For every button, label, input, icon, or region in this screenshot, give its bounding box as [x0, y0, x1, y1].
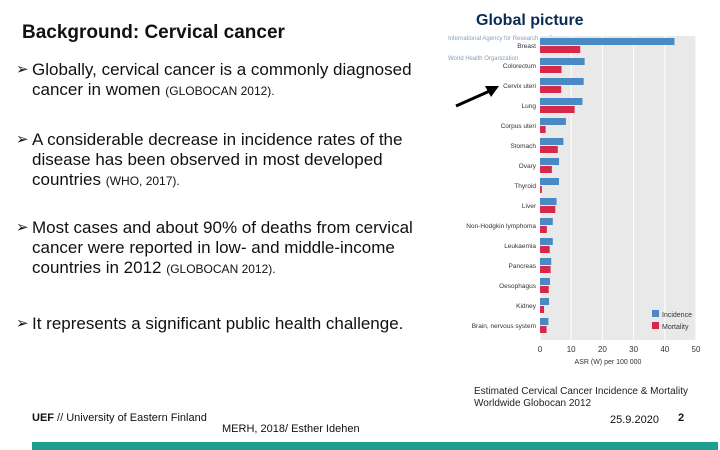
category-label: Brain, nervous system	[472, 323, 536, 330]
arrow-bullet-icon: ➢	[16, 131, 29, 148]
incidence-bar	[540, 158, 560, 165]
legend-label: Mortality	[662, 324, 689, 331]
incidence-bar	[540, 258, 552, 265]
incidence-bar	[540, 138, 564, 145]
legend-swatch	[652, 310, 659, 317]
mortality-bar	[540, 186, 542, 193]
bullet-citation: (WHO, 2017).	[105, 174, 180, 188]
bullet-item-3: ➢ Most cases and about 90% of deaths fro…	[16, 218, 446, 279]
mortality-bar	[540, 326, 547, 333]
x-tick-label: 40	[660, 345, 669, 354]
footer-org-bold: UEF	[32, 412, 54, 424]
incidence-bar	[540, 178, 560, 185]
bullet-text: It represents a significant public healt…	[32, 314, 404, 333]
category-label: Non-Hodgkin lymphoma	[466, 223, 536, 230]
legend-label: Incidence	[662, 312, 692, 319]
bullet-citation: (GLOBOCAN 2012).	[165, 84, 275, 98]
x-tick-label: 0	[538, 345, 543, 354]
mortality-bar	[540, 226, 547, 233]
legend-swatch	[652, 322, 659, 329]
x-tick-label: 10	[567, 345, 576, 354]
category-label: Stomach	[510, 143, 536, 150]
category-label: Corpus uteri	[501, 123, 536, 130]
category-label: Ovary	[519, 163, 537, 170]
chart-svg: International Agency for Research on Can…	[448, 36, 701, 366]
footer-author: MERH, 2018/ Esther Idehen	[222, 423, 360, 435]
category-label: Colorectum	[503, 63, 536, 70]
cancer-bar-chart: International Agency for Research on Can…	[446, 30, 720, 370]
bullet-item-2: ➢ A considerable decrease in incidence r…	[16, 130, 446, 191]
caption-line-1: Estimated Cervical Cancer Incidence & Mo…	[474, 386, 688, 397]
footer-org-text: // University of Eastern Finland	[54, 412, 207, 424]
arrow-bullet-icon: ➢	[16, 61, 29, 78]
category-label: Pancreas	[509, 263, 537, 270]
incidence-bar	[540, 198, 557, 205]
mortality-bar	[540, 66, 562, 73]
mortality-bar	[540, 246, 550, 253]
chart-org-text: World Health Organization	[448, 56, 518, 62]
mortality-bar	[540, 86, 562, 93]
category-label: Lung	[522, 103, 537, 110]
incidence-bar	[540, 38, 675, 45]
bullet-text: Most cases and about 90% of deaths from …	[32, 218, 413, 277]
incidence-bar	[540, 238, 553, 245]
mortality-bar	[540, 146, 558, 153]
bullet-text: A considerable decrease in incidence rat…	[32, 130, 403, 189]
incidence-bar	[540, 118, 566, 125]
bullet-item-1: ➢ Globally, cervical cancer is a commonl…	[16, 60, 446, 101]
category-label: Cervix uteri	[503, 83, 536, 90]
footer-page-number: 2	[678, 412, 685, 424]
bullet-text: Globally, cervical cancer is a commonly …	[32, 60, 412, 99]
chart-caption: Estimated Cervical Cancer Incidence & Mo…	[474, 386, 714, 410]
mortality-bar	[540, 286, 549, 293]
incidence-bar	[540, 278, 550, 285]
category-label: Kidney	[516, 303, 537, 310]
x-tick-label: 20	[598, 345, 607, 354]
plot-background	[540, 36, 696, 340]
category-label: Thyroid	[514, 183, 536, 190]
mortality-bar	[540, 106, 575, 113]
incidence-bar	[540, 78, 584, 85]
chart-heading: Global picture	[476, 12, 584, 29]
arrow-bullet-icon: ➢	[16, 219, 29, 236]
bullet-item-4: ➢ It represents a significant public hea…	[16, 314, 446, 334]
mortality-bar	[540, 306, 545, 313]
footer-date: 25.9.2020	[610, 414, 659, 426]
category-label: Leukaemia	[504, 243, 536, 250]
category-label: Oesophagus	[499, 283, 537, 290]
incidence-bar	[540, 218, 553, 225]
x-tick-label: 50	[692, 345, 701, 354]
mortality-bar	[540, 126, 546, 133]
x-tick-label: 30	[629, 345, 638, 354]
mortality-bar	[540, 206, 556, 213]
footer-accent-bar	[32, 442, 718, 450]
mortality-bar	[540, 166, 552, 173]
category-label: Breast	[517, 43, 536, 50]
category-label: Liver	[522, 203, 537, 210]
incidence-bar	[540, 318, 549, 325]
chart-header-text: International Agency for Research on Can…	[448, 36, 568, 42]
incidence-bar	[540, 58, 585, 65]
bullet-citation: (GLOBOCAN 2012).	[166, 262, 276, 276]
x-axis-label: ASR (W) per 100 000	[575, 359, 642, 366]
incidence-bar	[540, 298, 550, 305]
mortality-bar	[540, 266, 551, 273]
footer-organization: UEF // University of Eastern Finland	[32, 412, 207, 424]
arrow-bullet-icon: ➢	[16, 315, 29, 332]
caption-line-2: Worldwide Globocan 2012	[474, 398, 592, 409]
incidence-bar	[540, 98, 583, 105]
slide-title: Background: Cervical cancer	[22, 22, 285, 43]
mortality-bar	[540, 46, 581, 53]
